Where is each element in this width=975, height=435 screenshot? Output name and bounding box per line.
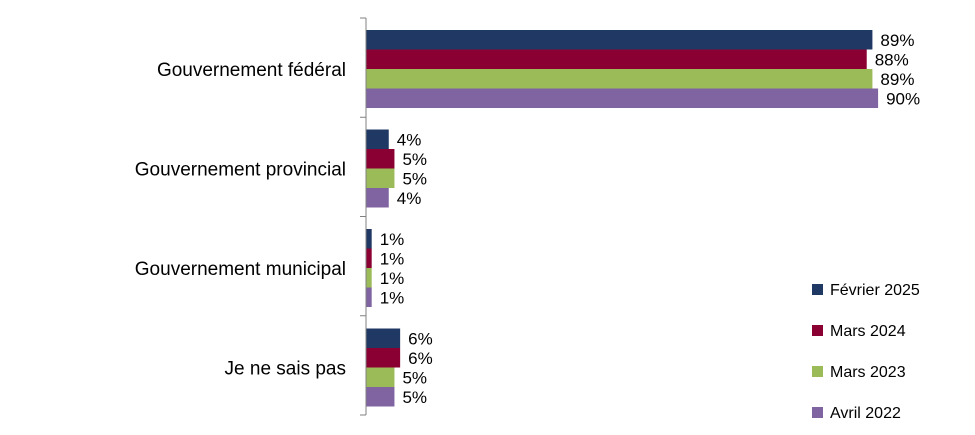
data-label: 88% xyxy=(875,50,909,69)
legend-swatch xyxy=(812,325,823,336)
data-label: 89% xyxy=(880,31,914,50)
category-label: Gouvernement municipal xyxy=(135,259,346,280)
data-label: 5% xyxy=(402,388,427,407)
bar xyxy=(366,268,372,288)
data-label: 1% xyxy=(380,230,405,249)
data-label: 6% xyxy=(408,349,433,368)
data-label: 1% xyxy=(380,288,405,307)
data-label: 1% xyxy=(380,249,405,268)
bar xyxy=(366,328,401,348)
legend-label: Mars 2024 xyxy=(830,323,906,340)
data-label: 5% xyxy=(402,169,427,188)
bar xyxy=(366,248,372,268)
data-label: 90% xyxy=(886,89,920,108)
data-label: 89% xyxy=(880,70,914,89)
legend-swatch xyxy=(812,366,823,377)
legend-swatch xyxy=(812,284,823,295)
legend-swatch xyxy=(812,407,823,418)
category-label: Gouvernement provincial xyxy=(135,160,346,181)
bar xyxy=(366,168,395,188)
legend-label: Mars 2023 xyxy=(830,364,906,381)
legend-label: Avril 2022 xyxy=(830,405,901,422)
bar xyxy=(366,287,372,307)
bar xyxy=(366,129,389,149)
data-label: 5% xyxy=(402,368,427,387)
bar xyxy=(366,149,395,169)
data-label: 6% xyxy=(408,329,433,348)
bar xyxy=(366,88,879,108)
bar xyxy=(366,188,389,208)
bar xyxy=(366,69,873,89)
bar xyxy=(366,367,395,387)
legend-label: Février 2025 xyxy=(830,282,920,299)
category-label: Gouvernement fédéral xyxy=(157,60,346,81)
bar xyxy=(366,387,395,407)
bar xyxy=(366,49,867,69)
data-label: 1% xyxy=(380,269,405,288)
category-label: Je ne sais pas xyxy=(225,359,346,380)
data-label: 5% xyxy=(402,150,427,169)
bar xyxy=(366,229,372,249)
bar xyxy=(366,30,873,50)
data-label: 4% xyxy=(397,130,422,149)
bar xyxy=(366,348,401,368)
data-label: 4% xyxy=(397,189,422,208)
